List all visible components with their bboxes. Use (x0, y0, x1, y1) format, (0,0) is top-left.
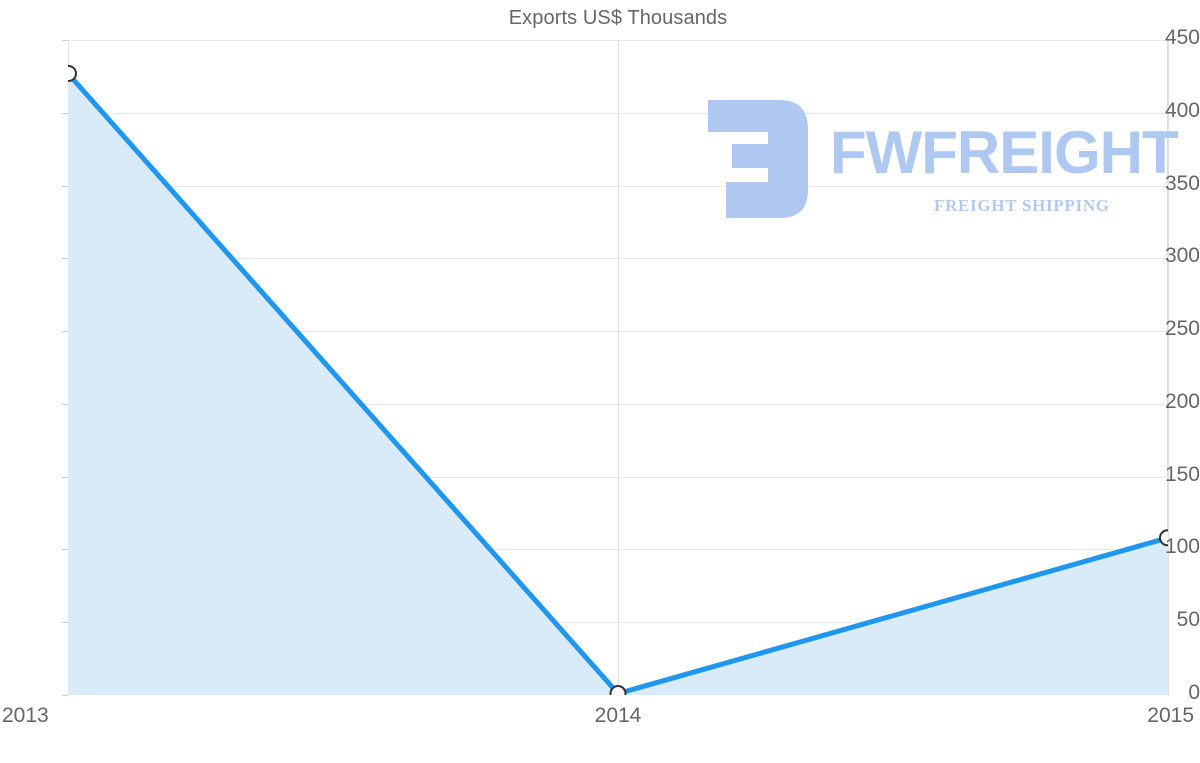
chart-title: Exports US$ Thousands (508, 7, 728, 29)
y-tick-label: 400 (1164, 98, 1200, 122)
y-tick-label: 300 (1164, 244, 1200, 268)
y-tick-label: 450 (1164, 26, 1200, 49)
data-point-marker[interactable] (68, 64, 77, 82)
y-tick-mark (62, 476, 68, 478)
y-tick-mark (62, 403, 68, 405)
data-point-marker[interactable] (1159, 529, 1168, 547)
data-point-marker[interactable] (609, 685, 627, 695)
y-tick-label: 250 (1164, 317, 1200, 341)
y-tick-label: 100 (1164, 535, 1200, 559)
data-point-markers (68, 64, 1168, 695)
gridline-vertical (1168, 40, 1169, 695)
y-tick-mark (62, 331, 68, 333)
y-tick-label: 200 (1164, 389, 1200, 413)
x-tick-label: 2013 (2, 704, 49, 727)
y-tick-mark (62, 622, 68, 624)
area-fill (68, 73, 1168, 695)
plot-area: FWFREIGHT FREIGHT SHIPPING (68, 40, 1179, 695)
y-tick-mark (62, 112, 68, 114)
series-layer (68, 64, 1168, 695)
y-tick-mark (62, 40, 68, 41)
y-tick-label: 50 (1176, 608, 1200, 632)
y-tick-mark (62, 258, 68, 260)
y-tick-label: 0 (1188, 681, 1200, 704)
y-tick-label: 150 (1164, 462, 1200, 486)
x-tick-label: 2015 (1147, 704, 1194, 727)
x-tick-label: 2014 (594, 704, 642, 727)
gridline-vertical (618, 40, 619, 695)
y-axis (0, 0, 58, 763)
y-tick-label: 350 (1164, 171, 1200, 195)
y-tick-mark (62, 185, 68, 187)
y-tick-mark (62, 549, 68, 551)
y-tick-mark (62, 695, 68, 696)
